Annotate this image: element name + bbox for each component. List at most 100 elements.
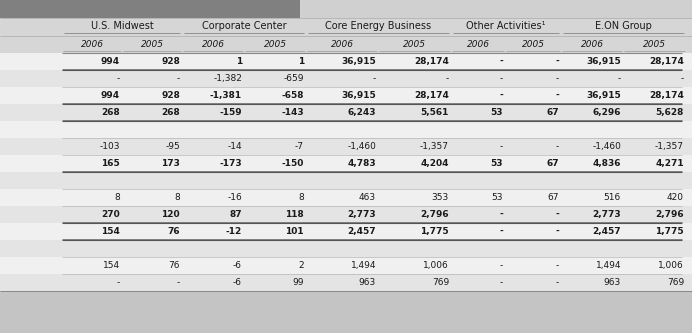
Text: -1,357: -1,357 — [655, 142, 684, 151]
Text: -95: -95 — [165, 142, 180, 151]
Text: 2005: 2005 — [522, 40, 545, 49]
Text: 165: 165 — [101, 159, 120, 168]
Text: -: - — [618, 74, 621, 83]
Text: 6,296: 6,296 — [592, 108, 621, 117]
Text: -: - — [681, 74, 684, 83]
Text: -: - — [446, 74, 449, 83]
Text: 6,243: 6,243 — [347, 108, 376, 117]
Text: -659: -659 — [284, 74, 304, 83]
Bar — [0, 291, 692, 333]
Text: -: - — [556, 261, 559, 270]
Bar — [0, 223, 692, 240]
Text: -1,381: -1,381 — [210, 91, 242, 100]
Text: 963: 963 — [603, 278, 621, 287]
Text: 4,204: 4,204 — [421, 159, 449, 168]
Bar — [0, 36, 692, 53]
Text: -173: -173 — [219, 159, 242, 168]
Text: 420: 420 — [667, 193, 684, 202]
Text: 67: 67 — [547, 193, 559, 202]
Text: 1,494: 1,494 — [351, 261, 376, 270]
Text: -150: -150 — [282, 159, 304, 168]
Bar — [0, 53, 692, 70]
Text: -14: -14 — [228, 142, 242, 151]
Text: 2006: 2006 — [581, 40, 603, 49]
Text: -: - — [176, 278, 180, 287]
Text: 8: 8 — [114, 193, 120, 202]
Text: -: - — [499, 91, 503, 100]
Bar — [0, 240, 692, 257]
Text: 2,773: 2,773 — [592, 210, 621, 219]
Text: 53: 53 — [491, 193, 503, 202]
Bar — [0, 257, 692, 274]
Text: 120: 120 — [161, 210, 180, 219]
Text: 2,457: 2,457 — [592, 227, 621, 236]
Text: -: - — [555, 57, 559, 66]
Bar — [0, 0, 300, 18]
Text: 36,915: 36,915 — [586, 57, 621, 66]
Text: Corporate Center: Corporate Center — [201, 21, 286, 31]
Text: 118: 118 — [285, 210, 304, 219]
Bar — [0, 172, 692, 189]
Text: 53: 53 — [491, 159, 503, 168]
Text: 463: 463 — [359, 193, 376, 202]
Text: 36,915: 36,915 — [341, 57, 376, 66]
Text: 994: 994 — [101, 91, 120, 100]
Text: -: - — [555, 91, 559, 100]
Text: 2006: 2006 — [331, 40, 354, 49]
Text: 2006: 2006 — [466, 40, 489, 49]
Text: 67: 67 — [547, 108, 559, 117]
Text: -: - — [499, 210, 503, 219]
Text: -: - — [117, 74, 120, 83]
Text: 4,836: 4,836 — [592, 159, 621, 168]
Text: 2005: 2005 — [403, 40, 426, 49]
Text: -1,357: -1,357 — [420, 142, 449, 151]
Text: Other Activities¹: Other Activities¹ — [466, 21, 546, 31]
Text: -: - — [555, 227, 559, 236]
Bar — [0, 70, 692, 87]
Text: 154: 154 — [103, 261, 120, 270]
Text: 2005: 2005 — [643, 40, 666, 49]
Text: -: - — [176, 74, 180, 83]
Text: -1,460: -1,460 — [592, 142, 621, 151]
Text: 36,915: 36,915 — [586, 91, 621, 100]
Text: -: - — [500, 278, 503, 287]
Text: -: - — [556, 74, 559, 83]
Text: 769: 769 — [432, 278, 449, 287]
Text: 28,174: 28,174 — [414, 91, 449, 100]
Text: 1,775: 1,775 — [420, 227, 449, 236]
Text: 4,271: 4,271 — [655, 159, 684, 168]
Text: 928: 928 — [161, 91, 180, 100]
Text: -6: -6 — [233, 278, 242, 287]
Text: 353: 353 — [432, 193, 449, 202]
Text: 268: 268 — [161, 108, 180, 117]
Text: 2005: 2005 — [264, 40, 286, 49]
Text: 1,494: 1,494 — [596, 261, 621, 270]
Text: 67: 67 — [547, 159, 559, 168]
Text: 2,796: 2,796 — [420, 210, 449, 219]
Text: -103: -103 — [100, 142, 120, 151]
Text: 28,174: 28,174 — [414, 57, 449, 66]
Bar — [0, 189, 692, 206]
Text: 2006: 2006 — [201, 40, 224, 49]
Text: -: - — [373, 74, 376, 83]
Text: Core Energy Business: Core Energy Business — [325, 21, 432, 31]
Text: -: - — [556, 142, 559, 151]
Text: 270: 270 — [101, 210, 120, 219]
Bar — [0, 206, 692, 223]
Text: 2005: 2005 — [140, 40, 163, 49]
Text: 36,915: 36,915 — [341, 91, 376, 100]
Text: 2,773: 2,773 — [347, 210, 376, 219]
Text: -: - — [500, 142, 503, 151]
Bar — [0, 121, 692, 138]
Text: 928: 928 — [161, 57, 180, 66]
Text: -: - — [499, 57, 503, 66]
Text: -: - — [499, 227, 503, 236]
Text: 1,006: 1,006 — [424, 261, 449, 270]
Bar — [0, 87, 692, 104]
Bar — [0, 104, 692, 121]
Text: 28,174: 28,174 — [649, 91, 684, 100]
Text: 2: 2 — [298, 261, 304, 270]
Text: 2,457: 2,457 — [347, 227, 376, 236]
Text: -143: -143 — [282, 108, 304, 117]
Text: 994: 994 — [101, 57, 120, 66]
